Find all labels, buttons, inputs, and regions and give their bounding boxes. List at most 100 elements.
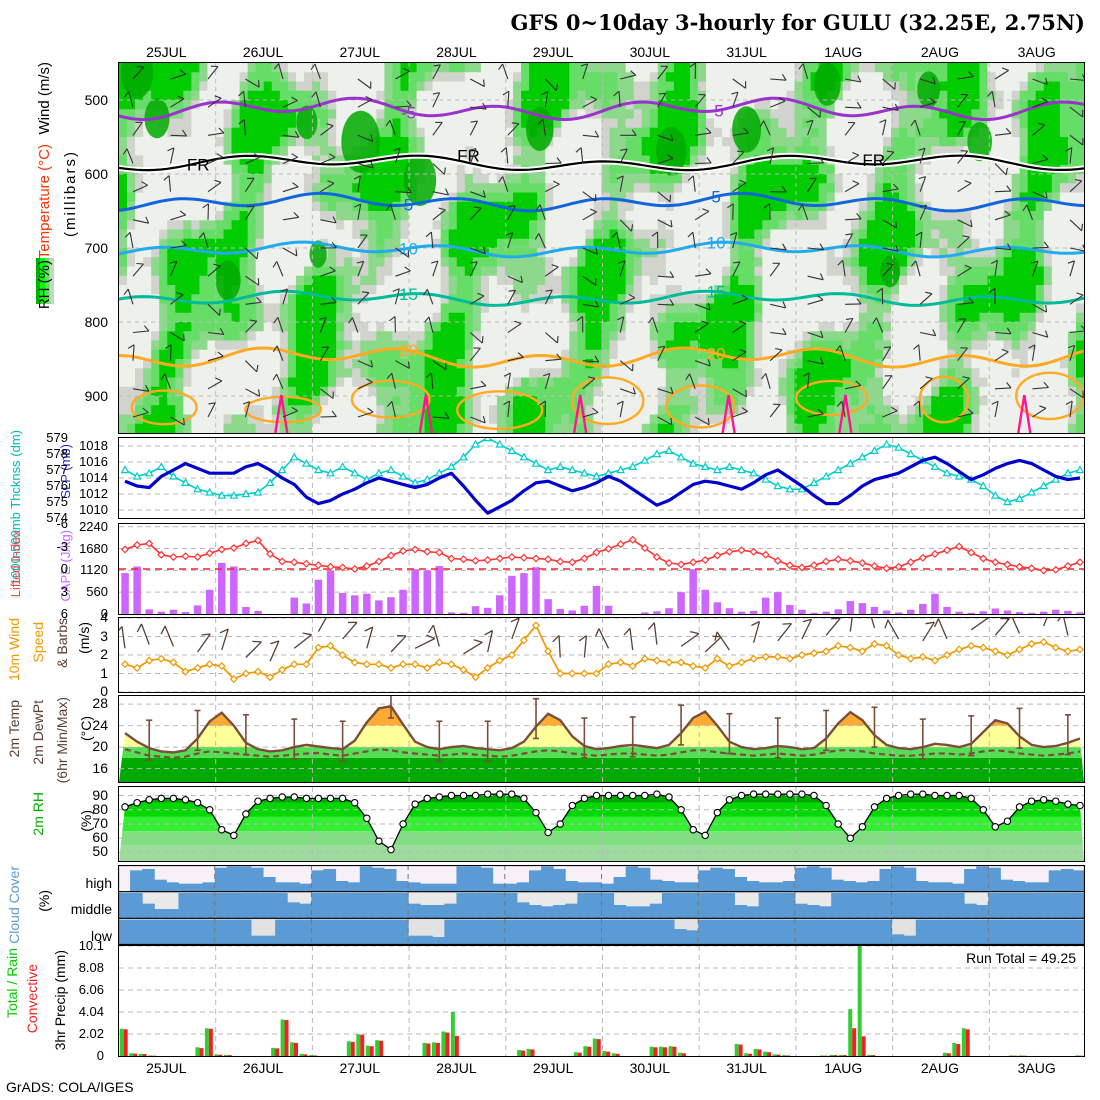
axis-tick-label: 2240 — [79, 518, 108, 534]
svg-text:-5: -5 — [709, 102, 724, 121]
precip-legend-total: Total / Rain — [4, 948, 20, 1019]
axis-tick-label: 578 — [46, 446, 68, 461]
cloud-band-label: low — [90, 928, 112, 944]
cloud-band-label: high — [85, 874, 112, 891]
li-ticks: -6 -3 0 3 6 — [22, 516, 70, 621]
date-label: 31JUL — [726, 1060, 767, 1076]
slp-pressure-ticks: 1018 1016 1014 1012 1010 — [62, 437, 112, 519]
axis-tick-label: 90 — [92, 786, 108, 803]
cloud-cover-panel — [118, 865, 1085, 945]
axis-tick-label: 1018 — [79, 438, 108, 453]
axis-tick-label: 28 — [92, 695, 108, 712]
wind-label-2: Speed — [30, 622, 46, 663]
date-label: 26JUL — [242, 44, 284, 60]
xsec-label-temperature: Temperature (°C) — [36, 144, 53, 260]
axis-tick-label: 70 — [92, 815, 108, 831]
page-title: GFS 0~10day 3-hourly for GULU (32.25E, 2… — [510, 10, 1086, 35]
axis-tick-label: 700 — [84, 240, 108, 256]
axis-tick-label: 2 — [100, 646, 108, 662]
xsec-y-axis: 500 600 700 800 900 — [62, 62, 112, 434]
axis-tick-label: 577 — [46, 462, 68, 477]
axis-tick-label: 3 — [100, 627, 108, 644]
date-label: 3AUG — [1017, 44, 1056, 60]
precip-y-axis: 10.1 8.08 6.06 4.04 2.02 0 — [58, 938, 112, 1063]
precipitation-panel: Run Total = 49.25 — [118, 945, 1085, 1057]
date-label: 27JUL — [339, 1060, 380, 1076]
slp-thickness-panel — [118, 437, 1085, 519]
axis-tick-label: 0 — [60, 561, 68, 576]
date-label: 1AUG — [824, 1060, 863, 1076]
date-label: 31JUL — [726, 44, 767, 60]
axis-tick-label: 1 — [100, 664, 108, 681]
cross-section-panel: -5 -5 FR FR FR 5 5 10 10 15 15 20 20 — [118, 62, 1085, 434]
run-total-label: Run Total = 49.25 — [966, 950, 1076, 966]
svg-text:20: 20 — [399, 341, 418, 360]
axis-tick-label: 900 — [84, 388, 108, 404]
axis-tick-label: 1012 — [79, 486, 108, 501]
axis-tick-label: 1014 — [79, 470, 108, 485]
axis-tick-label: 1016 — [79, 454, 108, 469]
axis-tick-label: 8.08 — [78, 960, 104, 975]
svg-text:FR: FR — [187, 155, 210, 174]
date-label: 1AUG — [824, 44, 863, 60]
wind-speed-panel — [118, 617, 1085, 693]
cloud-band-label: middle — [70, 901, 112, 918]
svg-text:5: 5 — [404, 196, 413, 215]
xsec-label-rh: RH (%) — [36, 260, 53, 310]
axis-tick-label: 6.06 — [78, 982, 104, 997]
cape-ticks: 2240 1680 1120 560 0 — [62, 519, 112, 621]
axis-tick-label: 80 — [92, 800, 108, 817]
date-label: 25JUL — [146, 1060, 187, 1076]
svg-text:FR: FR — [457, 146, 480, 165]
axis-tick-label: 575 — [46, 494, 68, 509]
axis-tick-label: 800 — [84, 314, 108, 330]
axis-tick-label: 579 — [46, 430, 68, 445]
date-label: 29JUL — [532, 44, 574, 60]
axis-tick-label: 10.1 — [78, 938, 104, 953]
axis-tick-label: 0 — [100, 606, 108, 621]
date-label: 2AUG — [920, 1060, 959, 1076]
axis-tick-label: 4.04 — [78, 1004, 104, 1019]
axis-tick-label: 6 — [60, 606, 68, 621]
axis-tick-label: 3 — [60, 583, 68, 599]
top-date-axis: 25JUL 26JUL 27JUL 28JUL 29JUL 30JUL 31JUL 1AUG 2… — [118, 44, 1085, 62]
temp-label-2: 2m DewPt — [30, 700, 46, 765]
axis-tick-label: 16 — [92, 759, 108, 776]
date-label: 3AUG — [1017, 1060, 1056, 1076]
svg-text:-5: -5 — [401, 103, 416, 122]
date-label: 25JUL — [146, 44, 187, 60]
cloud-units: (%) — [36, 890, 52, 912]
axis-tick-label: 560 — [86, 584, 108, 600]
temperature-2m-panel — [118, 695, 1085, 783]
axis-tick-label: -3 — [56, 538, 68, 554]
axis-tick-label: -6 — [56, 516, 68, 531]
svg-text:10: 10 — [707, 233, 726, 252]
axis-tick-label: 24 — [92, 716, 108, 733]
axis-tick-label: 50 — [92, 843, 108, 860]
svg-text:15: 15 — [399, 285, 418, 304]
date-label: 30JUL — [629, 1060, 671, 1076]
rh2m-label: 2m RH — [30, 792, 46, 836]
axis-tick-label: 1010 — [79, 502, 108, 517]
slp-thickness-ticks: 579 578 577 576 575 574 — [22, 430, 70, 525]
axis-tick-label: 574 — [46, 510, 68, 525]
temp-label-1: 2m Temp — [6, 700, 22, 758]
cape-lifted-index-panel — [118, 523, 1085, 615]
date-label: 29JUL — [532, 1060, 574, 1076]
axis-tick-label: 0 — [96, 1048, 104, 1063]
xsec-label-rh-swatch — [36, 258, 54, 304]
axis-tick-label: 0 — [100, 683, 108, 699]
svg-text:FR: FR — [862, 151, 885, 170]
axis-tick-label: 576 — [46, 478, 68, 493]
axis-tick-label: 4 — [100, 609, 108, 625]
axis-tick-label: 500 — [84, 92, 108, 108]
axis-tick-label: 600 — [84, 166, 108, 182]
precip-legend-conv: Convective — [24, 964, 40, 1034]
credit-label: GrADS: COLA/IGES — [6, 1079, 134, 1095]
axis-tick-label: 1680 — [79, 540, 108, 556]
axis-tick-label: 1120 — [80, 562, 108, 578]
axis-tick-label: 20 — [92, 738, 108, 755]
svg-text:20: 20 — [707, 345, 726, 364]
wind-label-1: 10m Wind — [6, 618, 22, 682]
temp-y-axis: 28 24 20 16 — [62, 695, 112, 783]
